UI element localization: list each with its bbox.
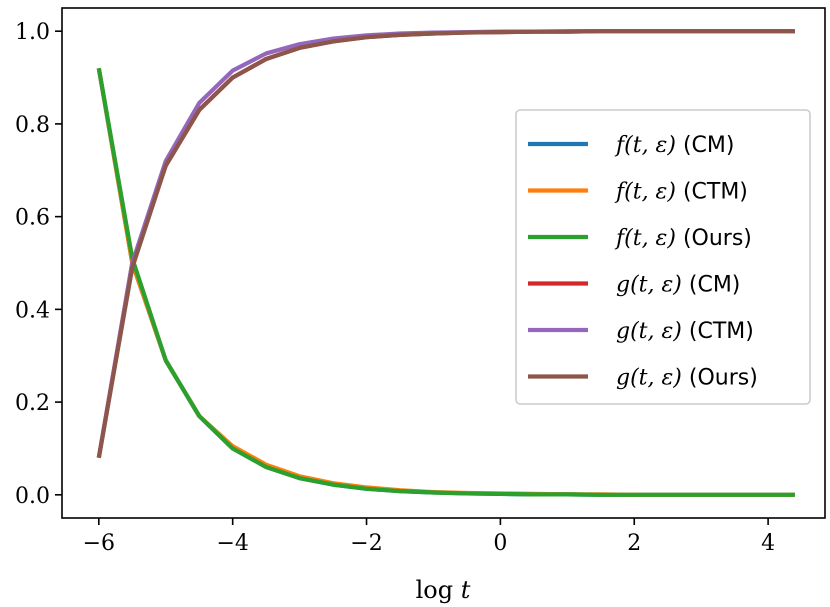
legend-label: f(t, ε) (CM): [614, 133, 734, 158]
legend[interactable]: f(t, ε) (CM) f(t, ε) (CTM) f(t, ε) (Ours) g…: [515, 109, 811, 405]
y-tick-label: 0.6: [15, 206, 50, 231]
y-tick-label: 0.2: [15, 391, 50, 416]
legend-label: g(t, ε) (Ours): [616, 366, 758, 391]
series-lines: [96, 29, 795, 497]
y-tick-label: 0.8: [15, 113, 50, 138]
x-tick-label: −2: [350, 531, 382, 556]
legend-label: g(t, ε) (CTM): [616, 319, 754, 344]
legend-label: g(t, ε) (CM): [616, 273, 740, 298]
axis-ticks: −6 −4 −2 0 2 4 0.0 0.2 0.4 0.6 0.8 1.0: [15, 20, 775, 556]
legend-label: f(t, ε) (Ours): [614, 226, 752, 251]
series-line-f-ours: [96, 67, 795, 497]
series-line-g-ours: [96, 29, 795, 459]
x-axis-label: log t: [416, 576, 471, 604]
x-tick-label: 0: [493, 531, 507, 556]
x-tick-label: −6: [83, 531, 115, 556]
x-tick-label: −4: [216, 531, 248, 556]
legend-box: [515, 109, 811, 405]
plot-frame: [61, 7, 826, 519]
y-tick-label: 0.0: [15, 484, 50, 509]
y-tick-label: 0.4: [15, 298, 50, 323]
legend-label: f(t, ε) (CTM): [614, 180, 748, 205]
x-tick-label: 2: [627, 531, 641, 556]
y-tick-label: 1.0: [15, 20, 50, 45]
x-tick-label: 4: [761, 531, 775, 556]
